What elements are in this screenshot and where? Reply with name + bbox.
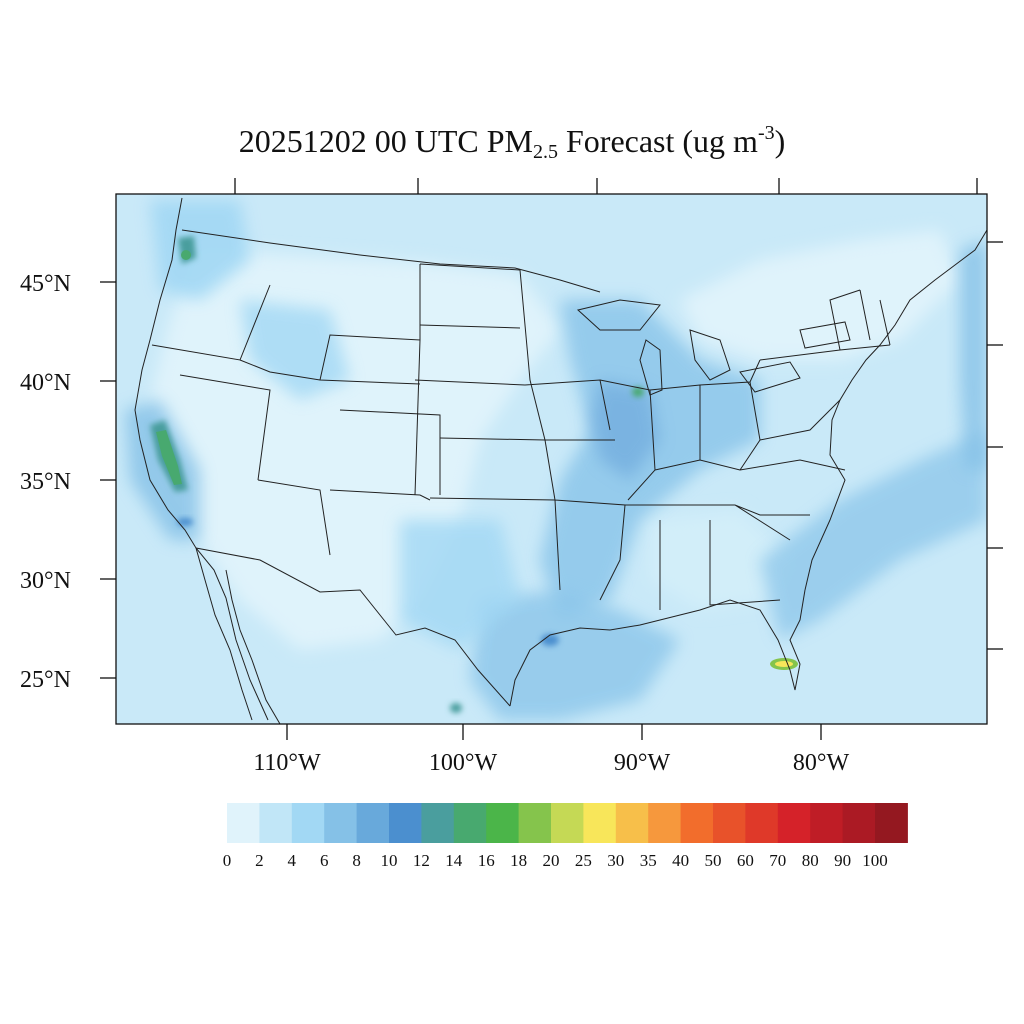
colorbar-swatch [842,803,876,843]
florida-hotspot-inner [775,661,793,667]
lon-label: 100°W [429,750,498,776]
title-middle: Forecast (ug m [557,123,758,159]
colorbar-swatch [356,803,390,843]
colorbar-swatch [291,803,325,843]
state-lines-west [151,264,441,556]
northwest-haze [150,200,250,300]
colorbar-label: 25 [575,851,592,870]
lat-label: 40°N [20,370,71,396]
colorbar-label: 70 [769,851,786,870]
gulf-haze [470,590,680,720]
colorbar: 0 2 4 6 8 10 12 14 16 18 20 25 30 35 40 50 60 70 80 90 100 [223,803,908,870]
colorbar-label: 35 [640,851,657,870]
colorbar-label: 60 [737,851,754,870]
houston-hotspot [541,634,559,646]
colorbar-label: 16 [478,851,495,870]
great-lakes-outline [576,299,851,396]
lat-label: 45°N [20,271,71,297]
colorbar-label: 14 [445,851,463,870]
map-frame [115,193,988,725]
mexico-hotspot [450,703,462,713]
colorbar-swatch [745,803,779,843]
seattle-peak [181,250,191,260]
colorbar-label: 100 [862,851,888,870]
colorbar-label: 2 [255,851,264,870]
colorbar-label: 80 [802,851,819,870]
colorbar-label: 4 [288,851,297,870]
colorbar-label: 90 [834,851,851,870]
colorbar-swatch [875,803,908,843]
colorbar-swatch [648,803,682,843]
colorbar-label: 18 [510,851,527,870]
title-superscript: -3 [757,122,775,144]
colorbar-swatch [227,803,260,843]
us-west-coast [134,197,269,721]
us-canada-border [181,229,601,293]
lat-label: 25°N [20,667,71,693]
colorbar-label: 10 [381,851,398,870]
texas-haze [400,520,520,650]
land-light-northeast [680,230,960,360]
us-mexico-border [195,547,511,707]
title-suffix: ) [774,123,786,159]
colorbar-label: 40 [672,851,689,870]
land-light-southeast [650,510,790,610]
colorbar-swatch [486,803,520,843]
lon-label: 110°W [253,750,321,776]
atlantic-band [760,430,987,640]
colorbar-label: 20 [543,851,560,870]
central-valley-peak [156,430,182,485]
east-coast [804,229,987,591]
colorbar-swatch [389,803,422,843]
state-lines-northeast [759,289,891,361]
boundaries [134,197,987,724]
title-subscript: 2.5 [532,141,558,163]
map-title: 20251202 00 UTC PM2.5 Forecast (ug m-3) [0,122,1024,164]
lat-label: 30°N [20,568,71,594]
colorbar-swatch [453,803,487,843]
colorbar-swatch [680,803,714,843]
lat-label: 35°N [20,469,71,495]
eastern-edge-band [960,240,987,470]
colorbar-label: 0 [223,851,232,870]
colorbar-label: 30 [607,851,624,870]
colorbar-label: 8 [352,851,361,870]
colorbar-swatch [583,803,617,843]
lon-label: 90°W [614,750,671,776]
colorbar-label: 12 [413,851,430,870]
colorbar-swatch [259,803,293,843]
colorbar-swatch [777,803,811,843]
title-prefix: 20251202 00 UTC PM [238,123,533,159]
map-field [116,194,987,724]
colorbar-swatch [518,803,552,843]
colorbar-swatch [810,803,844,843]
colorbar-swatch [713,803,746,843]
axis-ticks [100,178,1003,740]
rockies-haze [240,300,350,400]
california-haze [125,400,200,540]
colorbar-label: 50 [705,851,722,870]
midwest-core [590,380,660,480]
lon-label: 80°W [793,750,850,776]
colorbar-swatch [421,803,455,843]
colorbar-swatch [324,803,358,843]
colorbar-swatch [615,803,649,843]
state-lines-east [599,359,846,610]
la-hotspot [177,518,193,526]
baja-peninsula [195,547,281,724]
chicago-hotspot [632,387,644,397]
colorbar-label: 6 [320,851,329,870]
colorbar-swatch [551,803,584,843]
